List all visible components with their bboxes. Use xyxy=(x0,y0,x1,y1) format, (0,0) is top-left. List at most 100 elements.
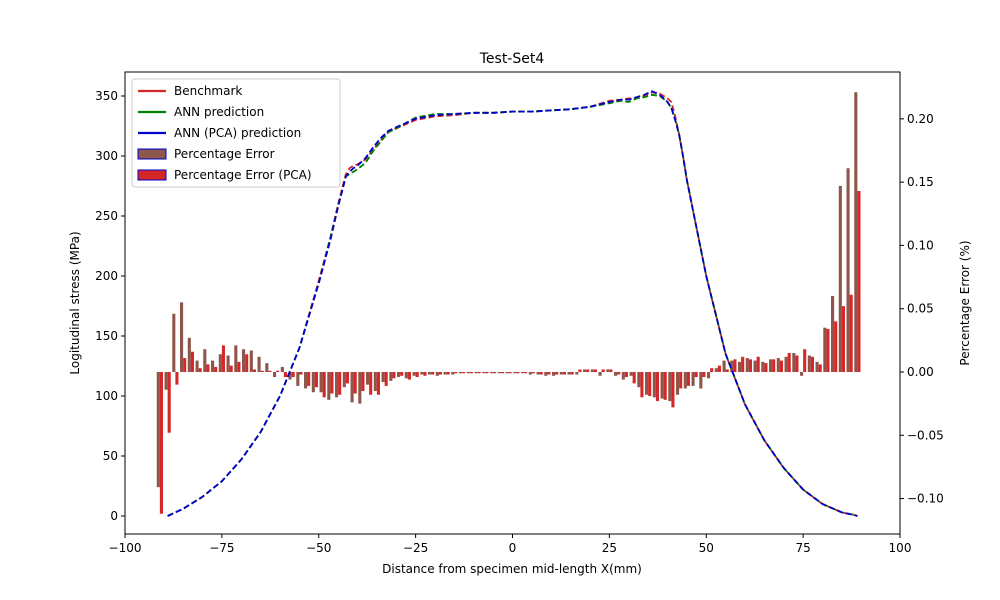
legend-label: Percentage Error xyxy=(174,147,275,161)
error-bar xyxy=(451,371,455,375)
error-bar xyxy=(823,327,827,372)
error-bar xyxy=(617,371,621,375)
error-bar xyxy=(283,371,287,378)
error-bar xyxy=(198,368,202,372)
error-bar xyxy=(800,371,804,376)
error-bar xyxy=(691,371,695,386)
error-bar xyxy=(769,359,773,372)
error-bar xyxy=(443,371,447,375)
error-bar xyxy=(376,371,380,395)
error-bar xyxy=(497,371,501,374)
error-bar xyxy=(214,366,218,372)
y-tick-label-left: 150 xyxy=(95,329,118,343)
error-bar xyxy=(725,369,729,372)
error-bar xyxy=(629,371,633,376)
error-bar xyxy=(710,368,714,372)
legend-label: Percentage Error (PCA) xyxy=(174,168,312,182)
error-bar xyxy=(226,355,230,372)
error-bar xyxy=(730,360,734,372)
error-bar xyxy=(190,351,194,372)
error-bar xyxy=(578,369,582,372)
error-bar xyxy=(590,369,594,372)
error-bar xyxy=(237,361,241,372)
error-bar xyxy=(268,370,272,372)
error-bar xyxy=(249,350,253,372)
error-bar xyxy=(428,371,432,375)
error-bar xyxy=(648,371,652,397)
error-bar xyxy=(776,358,780,372)
x-tick-label: 50 xyxy=(699,541,714,555)
x-tick-label: −25 xyxy=(403,541,428,555)
error-bar xyxy=(593,369,597,372)
y-axis-left: 0 50 100 150 200 250 300 350 xyxy=(95,89,125,523)
error-bar xyxy=(524,371,528,374)
error-bar xyxy=(206,364,210,372)
error-bar xyxy=(683,371,687,389)
x-tick-label: 0 xyxy=(509,541,517,555)
error-bar xyxy=(203,349,207,372)
error-bar xyxy=(180,302,184,372)
error-bar xyxy=(384,371,388,386)
error-bar xyxy=(159,371,163,514)
error-bar xyxy=(353,371,357,394)
error-bar xyxy=(350,371,354,403)
y-tick-label-right: −0.10 xyxy=(907,492,944,506)
legend-entry: Benchmark xyxy=(138,84,242,98)
error-bar xyxy=(570,371,574,375)
error-bar xyxy=(164,371,168,390)
error-bar xyxy=(676,371,680,395)
error-bar xyxy=(423,371,427,376)
y-tick-label-right: 0.20 xyxy=(907,112,934,126)
bar-series-2 xyxy=(159,190,861,514)
error-bar xyxy=(702,371,706,378)
error-bar xyxy=(245,354,249,372)
error-bar xyxy=(838,185,842,372)
error-bar xyxy=(834,321,838,372)
error-bar xyxy=(229,365,233,372)
error-bar xyxy=(854,92,858,372)
error-bar xyxy=(779,360,783,372)
error-bar xyxy=(400,371,404,376)
error-bar xyxy=(679,371,683,389)
error-bar xyxy=(500,371,504,374)
error-bar xyxy=(536,371,540,375)
error-bar xyxy=(531,371,535,374)
error-bar xyxy=(575,371,579,375)
error-bar xyxy=(304,371,308,389)
error-bar xyxy=(187,337,191,372)
error-bar xyxy=(234,345,238,372)
legend-entry: ANN (PCA) prediction xyxy=(138,126,301,140)
error-bar xyxy=(342,371,346,388)
error-bar xyxy=(601,369,605,372)
error-bar xyxy=(637,371,641,388)
error-bar xyxy=(299,371,303,375)
error-bar xyxy=(420,371,424,375)
error-bar xyxy=(505,371,509,374)
series-line-3 xyxy=(167,90,858,517)
error-bar xyxy=(172,313,176,372)
error-bar xyxy=(606,369,610,372)
error-bar xyxy=(609,369,613,372)
error-bar xyxy=(559,371,563,375)
error-bar xyxy=(242,349,246,372)
y-axis-label-right: Percentage Error (%) xyxy=(958,240,972,365)
error-bar xyxy=(466,371,470,374)
error-bar xyxy=(438,371,442,375)
error-bar xyxy=(358,371,362,404)
error-bar xyxy=(513,371,517,374)
error-bar xyxy=(446,371,450,375)
error-bar xyxy=(714,368,718,372)
error-bar xyxy=(831,296,835,372)
error-bar xyxy=(462,371,466,374)
y-tick-label-left: 0 xyxy=(110,509,118,523)
error-bar xyxy=(392,371,396,379)
legend-label: Benchmark xyxy=(174,84,242,98)
error-bar xyxy=(397,371,401,378)
error-bar xyxy=(454,371,458,374)
error-bar xyxy=(756,356,760,372)
error-bar xyxy=(567,371,571,375)
error-bar xyxy=(787,353,791,372)
x-tick-label: 75 xyxy=(795,541,810,555)
error-bar xyxy=(211,360,215,372)
